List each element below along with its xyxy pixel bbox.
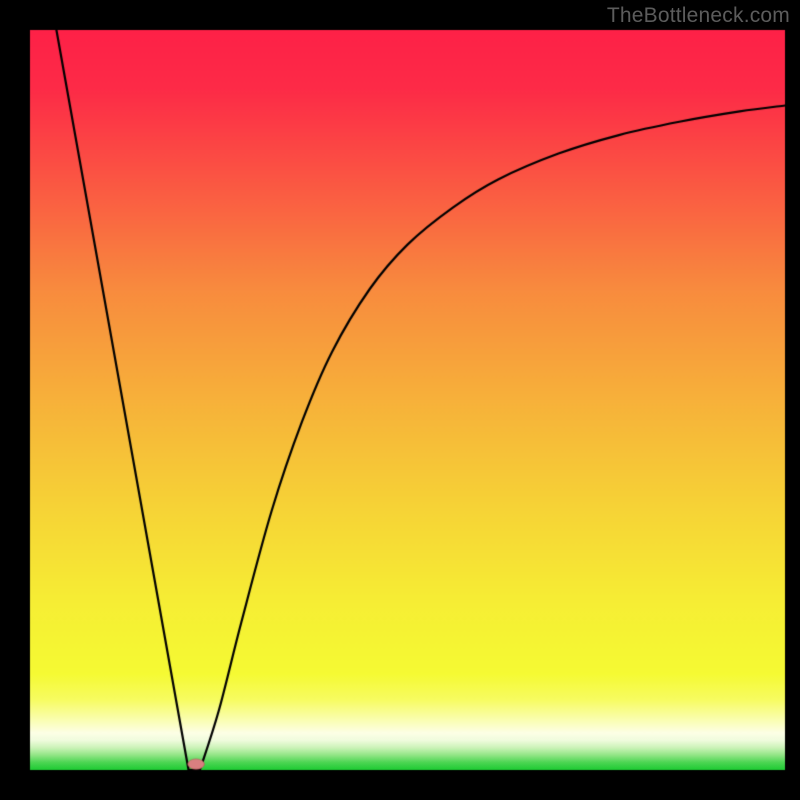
bottleneck-curve-chart bbox=[0, 0, 800, 800]
chart-root: TheBottleneck.com bbox=[0, 0, 800, 800]
watermark-text: TheBottleneck.com bbox=[607, 4, 790, 28]
